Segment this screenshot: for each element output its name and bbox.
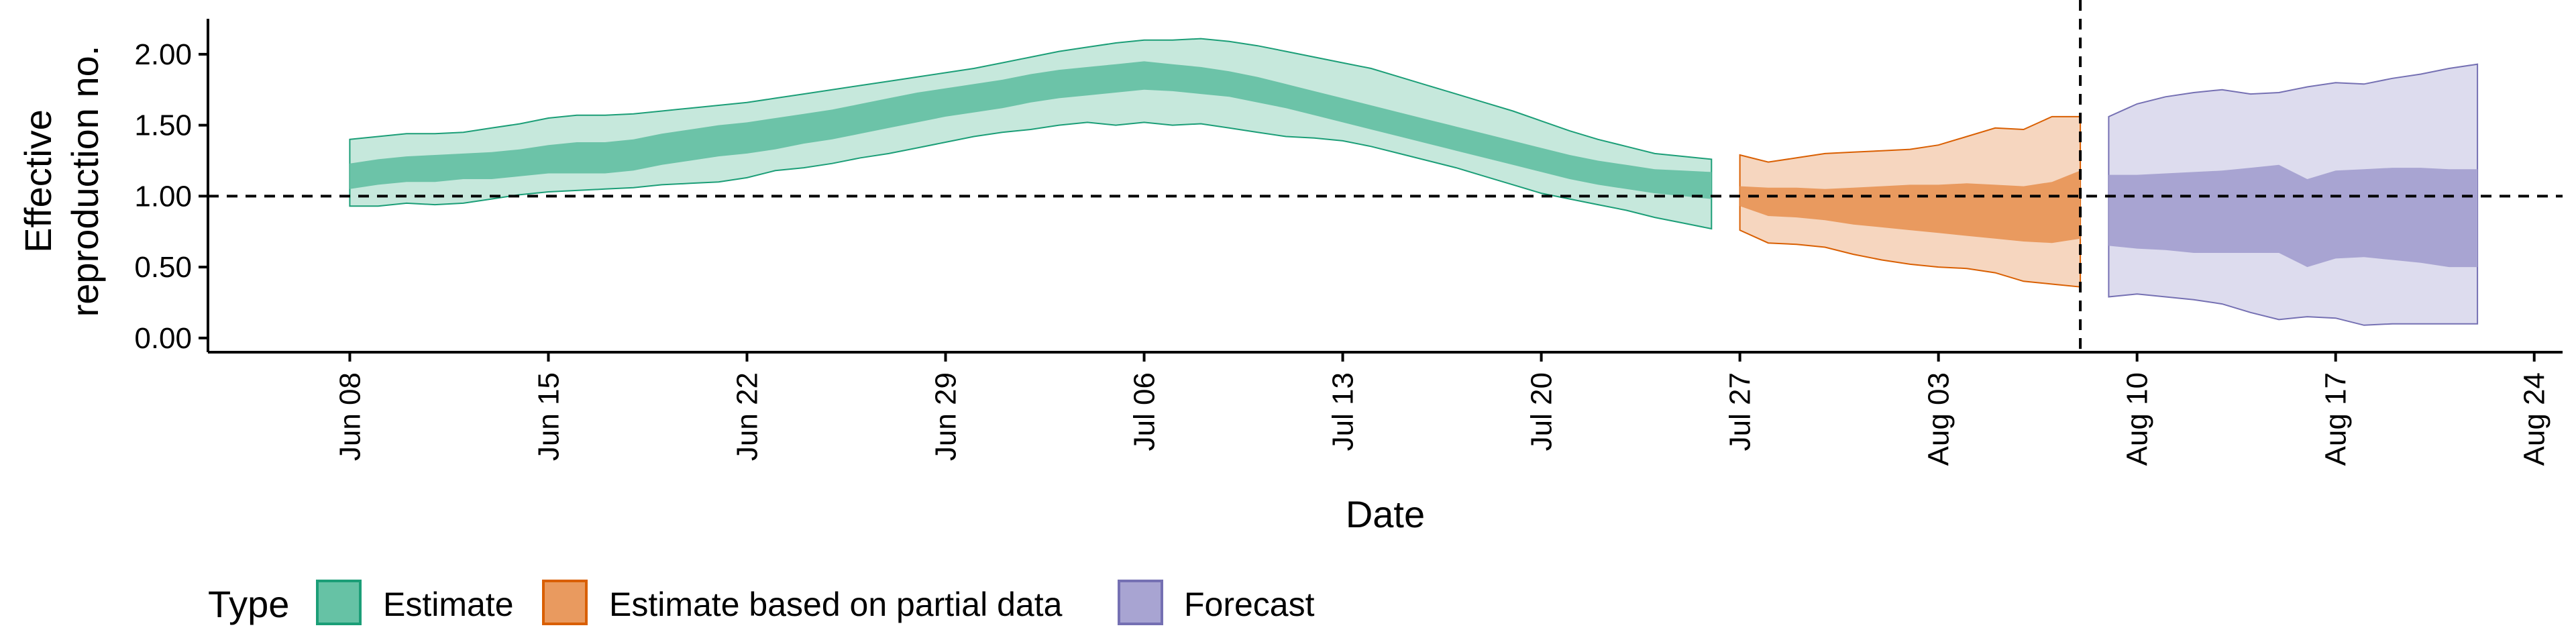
series-bands [349,38,2479,326]
tick-labels: 0.00 0.50 1.00 1.50 2.00 Jun 08 Jun 15 Jun 22 Ju… [134,38,2551,466]
legend-key-partial [542,580,588,625]
x-tick-label: Aug 10 [2121,372,2154,466]
legend-label-forecast: Forecast [1184,586,1315,623]
legend: Type Estimate Estimate based on partial … [208,580,1315,625]
band-90-estimate [349,38,1713,230]
legend-key-estimate [316,580,362,625]
y-axis-title-line1: Effective [17,109,59,253]
x-tick-label: Aug 03 [1923,372,1955,466]
x-tick-label: Jul 27 [1724,372,1757,451]
y-tick-label: 2.00 [134,38,192,71]
y-tick-label: 0.50 [134,251,192,284]
y-axis-title-line2: reproduction no. [64,46,106,317]
legend-title: Type [208,583,289,625]
x-axis-title: Date [1346,493,1425,535]
reference-lines [208,0,2563,352]
band-50-forecast [2108,164,2478,268]
y-tick-label: 1.50 [134,109,192,142]
x-tick-label: Aug 24 [2518,372,2551,466]
x-tick-label: Aug 17 [2320,372,2353,466]
y-tick-label: 0.00 [134,322,192,355]
x-tick-label: Jun 08 [333,372,366,461]
legend-label-estimate: Estimate [383,586,514,623]
band-50-estimate-based-on-partial-data [1739,170,2081,244]
x-tick-label: Jun 22 [731,372,763,461]
legend-label-partial: Estimate based on partial data [609,586,1063,623]
axes [199,19,2563,362]
legend-key-forecast [1118,580,1163,625]
y-tick-label: 1.00 [134,180,192,213]
x-tick-label: Jun 15 [532,372,565,461]
x-tick-label: Jul 20 [1525,372,1558,451]
x-tick-label: Jul 06 [1128,372,1161,451]
x-tick-label: Jun 29 [930,372,963,461]
x-tick-label: Jul 13 [1327,372,1360,451]
band-50-estimate [350,61,1712,199]
